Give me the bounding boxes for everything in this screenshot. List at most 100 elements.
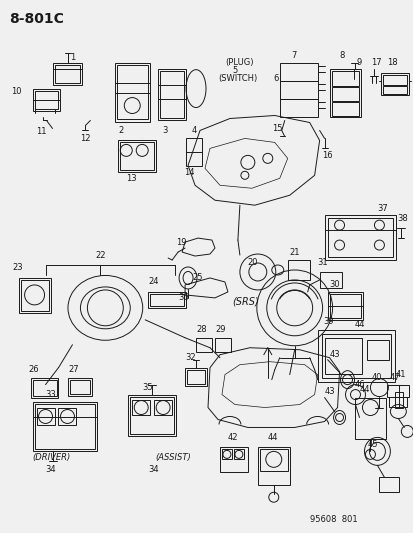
Bar — [221, 449, 231, 459]
Text: 27: 27 — [68, 365, 79, 374]
Text: 39: 39 — [323, 317, 333, 326]
Bar — [214, 338, 230, 352]
Bar — [33, 88, 60, 110]
Bar — [58, 408, 76, 425]
Bar — [319, 272, 341, 288]
Text: 44: 44 — [354, 320, 364, 329]
Bar — [148, 292, 185, 308]
Bar — [259, 449, 287, 471]
Text: 14: 14 — [184, 168, 194, 177]
Bar — [324, 338, 362, 374]
Text: (SWITCH): (SWITCH) — [217, 74, 256, 83]
Bar — [128, 394, 176, 437]
Text: 1: 1 — [70, 53, 76, 62]
Bar — [150, 294, 184, 306]
Text: 22: 22 — [95, 251, 106, 260]
Bar — [19, 278, 50, 313]
Text: 40: 40 — [370, 373, 381, 382]
Text: 95608  801: 95608 801 — [309, 515, 356, 523]
Bar — [132, 400, 150, 416]
Text: 8-801C: 8-801C — [9, 12, 63, 26]
Text: 6: 6 — [273, 74, 278, 83]
Bar — [233, 449, 243, 459]
Bar — [55, 64, 80, 83]
Bar — [35, 403, 95, 449]
Text: 3: 3 — [162, 126, 167, 135]
Bar — [31, 377, 58, 398]
Bar — [380, 72, 408, 94]
Text: 38: 38 — [396, 214, 407, 223]
Bar — [185, 139, 202, 166]
Bar — [160, 71, 184, 118]
Text: 18: 18 — [387, 58, 397, 67]
Bar — [33, 401, 97, 451]
Text: (SRS): (SRS) — [231, 297, 258, 307]
Text: 35: 35 — [142, 383, 152, 392]
Text: 28: 28 — [196, 325, 206, 334]
Text: 10: 10 — [11, 87, 21, 96]
Text: 30: 30 — [329, 280, 339, 289]
Bar — [382, 75, 406, 85]
Bar — [394, 392, 402, 408]
Bar — [118, 140, 156, 172]
Text: 31: 31 — [317, 257, 328, 266]
Text: 34: 34 — [148, 465, 159, 474]
Bar — [130, 397, 174, 434]
Bar — [35, 91, 58, 109]
Bar — [331, 102, 358, 116]
Text: 24: 24 — [148, 278, 158, 286]
Text: 41: 41 — [394, 370, 405, 379]
Bar — [115, 63, 150, 123]
Text: 25: 25 — [192, 273, 202, 282]
Bar — [36, 408, 55, 425]
Bar — [287, 260, 309, 280]
Bar — [378, 477, 399, 492]
Bar — [279, 99, 317, 117]
Bar — [324, 215, 395, 260]
Bar — [158, 69, 185, 120]
Bar — [331, 71, 358, 86]
Text: 36: 36 — [178, 293, 188, 302]
Bar — [327, 218, 392, 257]
Bar — [321, 334, 390, 377]
Text: 15: 15 — [271, 124, 282, 133]
Text: 9: 9 — [356, 58, 361, 67]
Bar — [52, 63, 82, 85]
Text: 23: 23 — [13, 263, 23, 272]
Bar — [329, 294, 361, 318]
Text: 4: 4 — [192, 126, 197, 135]
Bar — [382, 86, 406, 94]
Text: 26: 26 — [28, 365, 39, 374]
Bar — [367, 340, 389, 360]
Text: 37: 37 — [377, 204, 387, 213]
Text: 5: 5 — [231, 66, 237, 75]
Text: 44: 44 — [267, 433, 278, 442]
Bar — [329, 69, 361, 117]
Bar — [21, 280, 48, 311]
Text: 16: 16 — [321, 151, 332, 160]
Bar — [219, 447, 247, 472]
Bar — [154, 400, 172, 416]
Text: 44: 44 — [358, 385, 369, 394]
Bar — [120, 142, 154, 171]
Bar — [354, 398, 385, 439]
Bar — [327, 292, 363, 320]
Bar — [387, 385, 408, 397]
Text: 45: 45 — [367, 440, 377, 449]
Text: 46: 46 — [354, 380, 364, 389]
Bar — [70, 379, 90, 393]
Bar — [331, 86, 358, 101]
Text: 13: 13 — [126, 174, 137, 183]
Text: 8: 8 — [339, 51, 344, 60]
Text: 43: 43 — [324, 387, 335, 396]
Bar — [389, 397, 406, 407]
Text: (PLUG): (PLUG) — [224, 58, 253, 67]
Bar — [196, 338, 211, 352]
Text: 42: 42 — [228, 433, 238, 442]
Text: 21: 21 — [289, 247, 299, 256]
Text: 33: 33 — [45, 390, 56, 399]
Bar — [117, 64, 148, 119]
Text: 11: 11 — [36, 127, 47, 136]
Text: 47: 47 — [389, 373, 399, 382]
Bar — [279, 63, 317, 80]
